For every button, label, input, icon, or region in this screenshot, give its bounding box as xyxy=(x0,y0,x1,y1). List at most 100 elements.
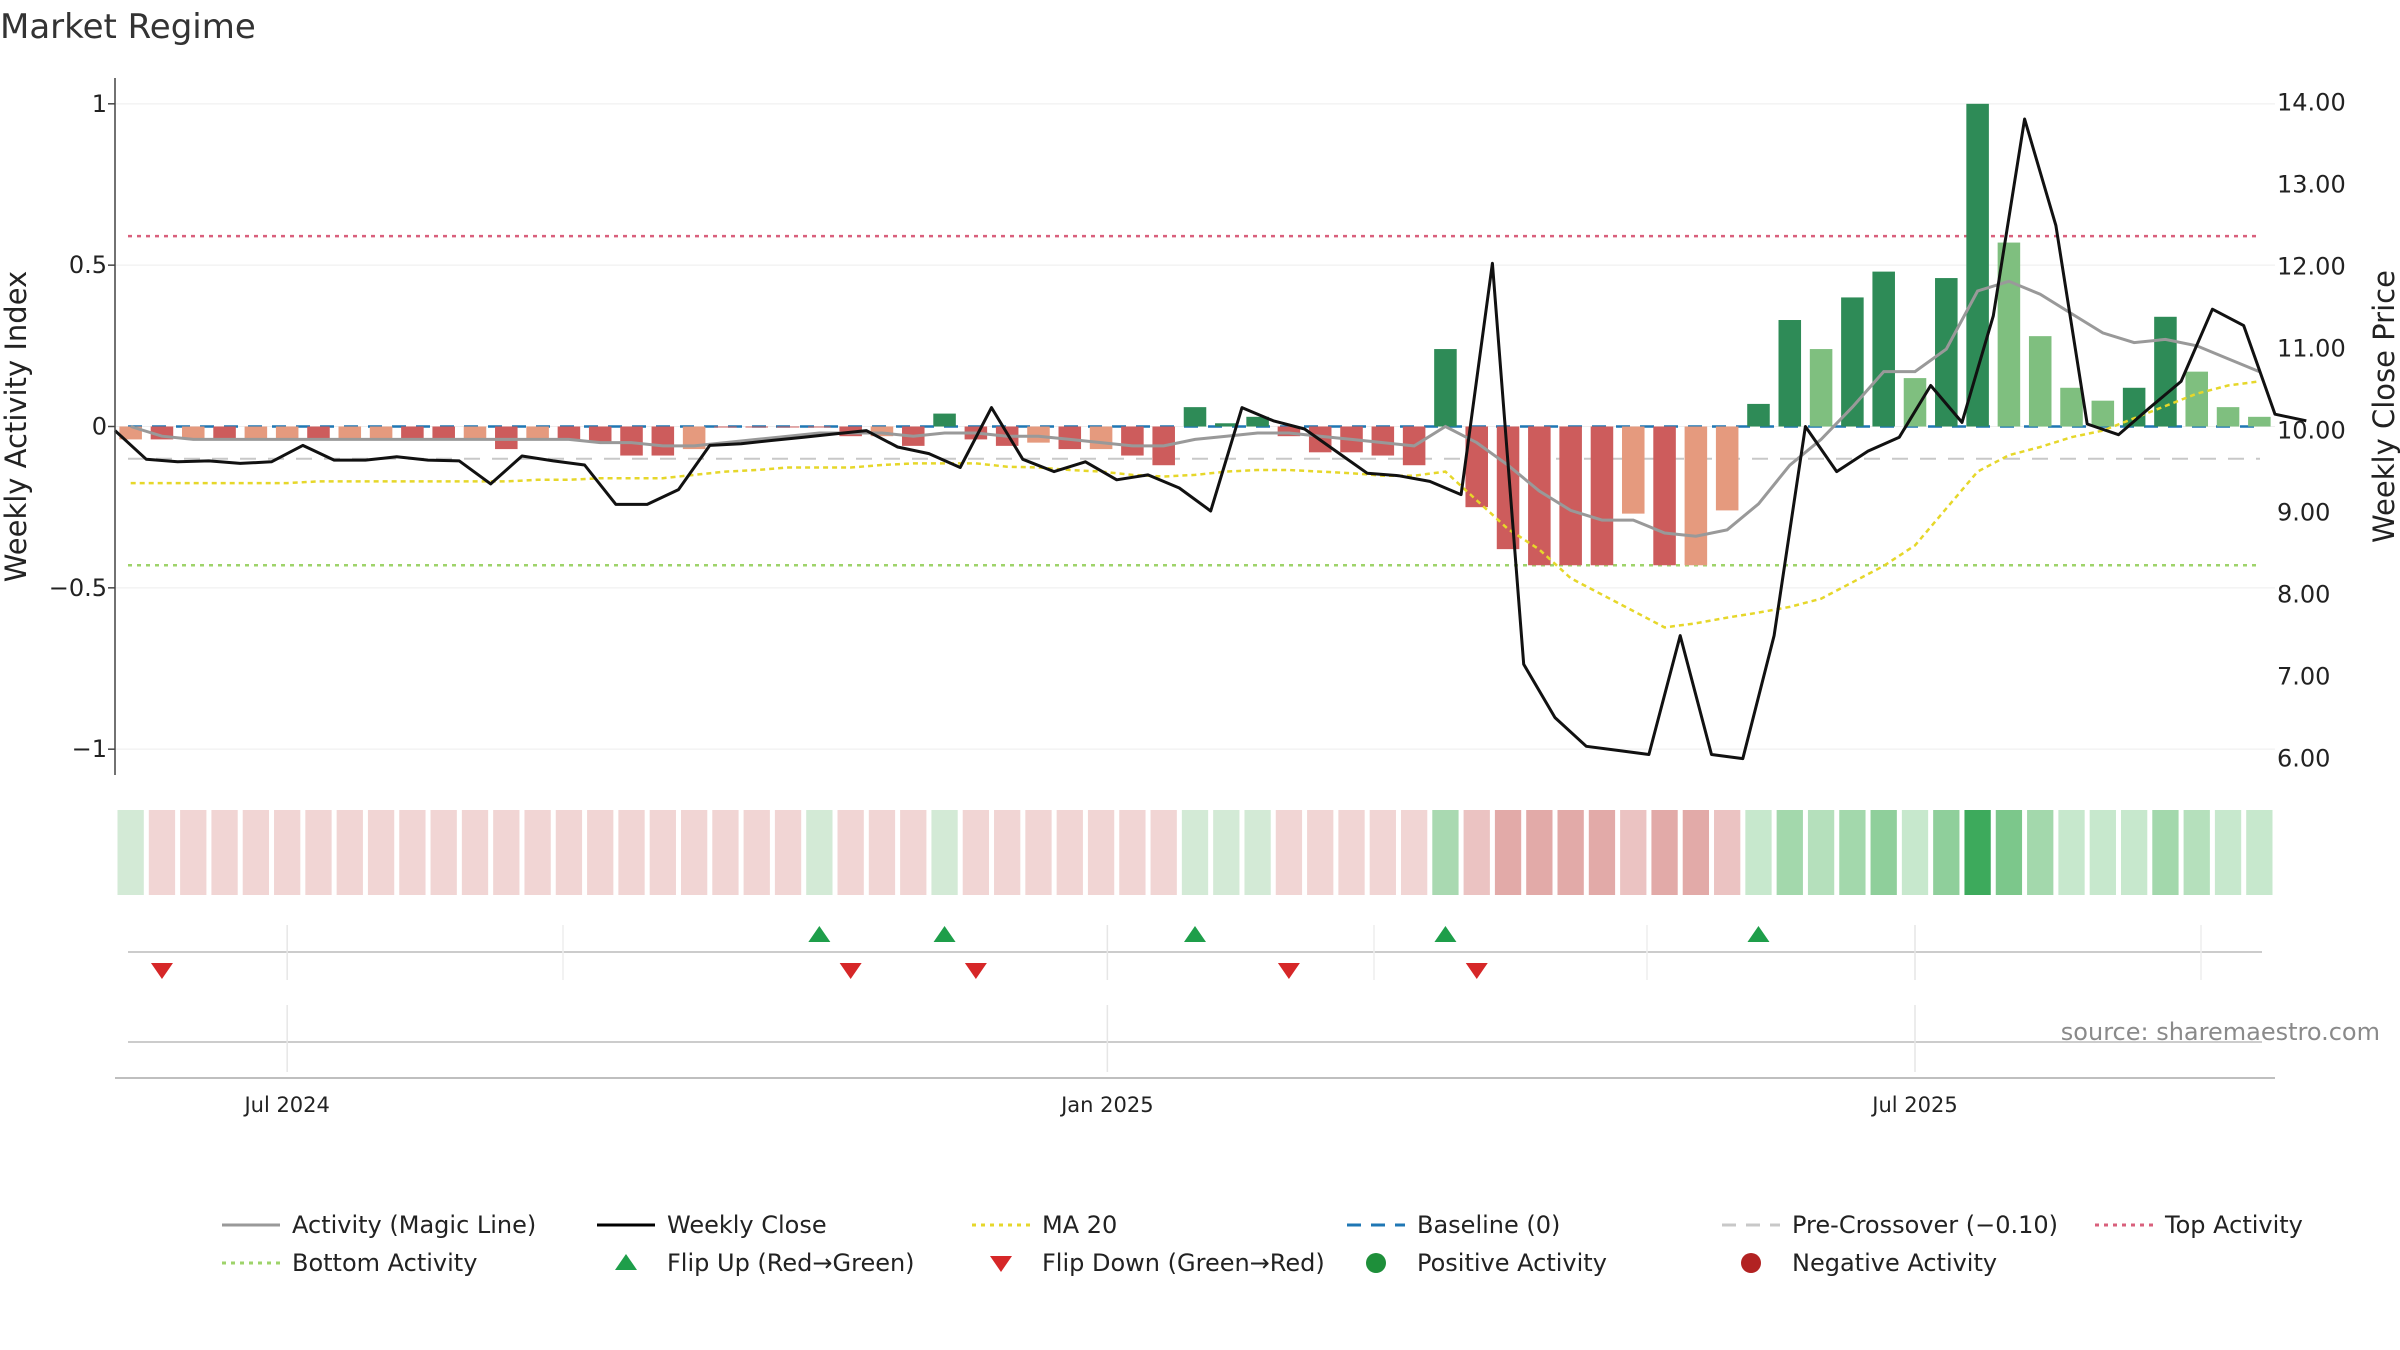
flip-up-marker xyxy=(1434,926,1457,942)
legend-item: MA 20 xyxy=(972,1211,1117,1239)
regime-cell xyxy=(1056,810,1083,895)
activity-bar xyxy=(181,426,205,440)
regime-cell xyxy=(2089,810,2116,895)
flip-up-marker xyxy=(808,926,831,942)
regime-cell xyxy=(2183,810,2210,895)
regime-cell xyxy=(900,810,927,895)
regime-cell xyxy=(743,810,770,895)
activity-bar xyxy=(870,426,894,437)
legend-item: Negative Activity xyxy=(1741,1249,1997,1277)
regime-cell xyxy=(555,810,583,895)
y-left-axis-title: Weekly Activity Index xyxy=(0,271,33,582)
activity-bar xyxy=(526,426,549,440)
activity-bar xyxy=(2185,371,2209,427)
regime-cell xyxy=(712,810,739,895)
regime-cell xyxy=(1244,810,1271,895)
regime-strip xyxy=(117,810,2273,895)
regime-cell xyxy=(618,810,645,895)
weekly-close-series xyxy=(113,117,2307,761)
activity-bar xyxy=(745,426,769,428)
activity-bar xyxy=(651,426,675,456)
legend-label: Flip Up (Red→Green) xyxy=(667,1249,915,1277)
regime-cell xyxy=(1275,810,1303,895)
activity-bar xyxy=(2248,416,2271,427)
activity-bar xyxy=(2028,336,2052,427)
activity-bar xyxy=(776,426,800,428)
regime-cell xyxy=(1213,810,1240,895)
activity-bar xyxy=(1027,426,1050,443)
regime-cell xyxy=(1776,810,1803,895)
regime-cell xyxy=(2214,810,2242,895)
regime-cell xyxy=(806,810,833,895)
regime-cell xyxy=(1964,810,1991,895)
legend-item: Pre-Crossover (−0.10) xyxy=(1722,1211,2058,1239)
activity-bar xyxy=(1215,423,1238,427)
regime-cell xyxy=(774,810,802,895)
activity-bar xyxy=(244,426,268,440)
activity-bar xyxy=(432,426,455,440)
regime-cell xyxy=(1025,810,1052,895)
regime-cell xyxy=(868,810,896,895)
activity-bar xyxy=(1277,426,1301,437)
regime-cell xyxy=(1087,810,1115,895)
activity-bar xyxy=(1434,349,1457,427)
regime-cell xyxy=(2058,810,2085,895)
regime-cell xyxy=(1557,810,1584,895)
regime-cell xyxy=(242,810,270,895)
regime-cell xyxy=(211,810,238,895)
activity-bar xyxy=(1371,426,1395,456)
legend-label: Weekly Close xyxy=(667,1211,827,1239)
y-left-tick-label: −1 xyxy=(72,735,107,763)
regime-cell xyxy=(1839,810,1866,895)
flip-down-marker xyxy=(964,963,987,979)
activity-bar xyxy=(463,426,487,440)
regime-cell xyxy=(1400,810,1428,895)
flip-down-marker xyxy=(1277,963,1300,979)
regime-cell xyxy=(1651,810,1678,895)
activity-bar xyxy=(714,426,737,428)
regime-cell xyxy=(1714,810,1741,895)
regime-cell xyxy=(1807,810,1835,895)
activity-bar xyxy=(933,413,956,427)
regime-cell xyxy=(1432,810,1459,895)
flip-down-marker xyxy=(839,963,862,979)
regime-cell xyxy=(1526,810,1553,895)
regime-cell xyxy=(649,810,676,895)
regime-cell xyxy=(2120,810,2148,895)
legend-item: Top Activity xyxy=(2095,1211,2303,1239)
legend-item: Weekly Close xyxy=(597,1211,827,1239)
activity-bar xyxy=(1121,426,1144,456)
regime-cell xyxy=(931,810,958,895)
y-right-tick-label: 11.00 xyxy=(2277,335,2346,363)
regime-cell xyxy=(274,810,301,895)
flip-down-marker xyxy=(1465,963,1488,979)
activity-bar xyxy=(1653,426,1676,566)
regime-cell xyxy=(1307,810,1334,895)
y-right-tick-label: 7.00 xyxy=(2277,663,2330,691)
legend-item: Activity (Magic Line) xyxy=(222,1211,536,1239)
activity-bar xyxy=(338,426,362,440)
regime-cell xyxy=(2246,810,2273,895)
regime-cell xyxy=(336,810,363,895)
regime-cell xyxy=(1150,810,1177,895)
activity-bar xyxy=(369,426,393,440)
regime-cell xyxy=(148,810,176,895)
legend-label: Activity (Magic Line) xyxy=(292,1211,536,1239)
y-right-tick-label: 8.00 xyxy=(2277,581,2330,609)
activity-bar xyxy=(1778,320,1802,427)
regime-cell xyxy=(1338,810,1365,895)
flip-up-marker xyxy=(1184,926,1206,942)
activity-bar xyxy=(808,426,831,428)
activity-bar xyxy=(1089,426,1113,450)
activity-bar xyxy=(588,426,612,443)
legend-label: Bottom Activity xyxy=(292,1249,477,1277)
activity-bar xyxy=(682,426,706,450)
activity-bar xyxy=(1997,242,2021,427)
source-note: source: sharemaestro.com xyxy=(2061,1018,2380,1046)
regime-cell xyxy=(1620,810,1647,895)
activity-bars xyxy=(119,103,2271,566)
regime-cell xyxy=(2027,810,2054,895)
date-tick-label: Jul 2025 xyxy=(1870,1093,1957,1117)
activity-bar xyxy=(495,426,518,450)
axes: 1 0.5 0 −0.5 −1 14.00 13.00 12.00 11.00 10.00 9.00… xyxy=(0,78,2400,775)
